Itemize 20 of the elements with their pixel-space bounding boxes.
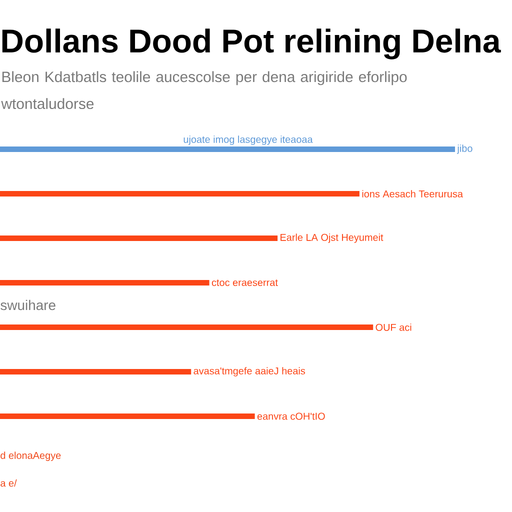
bar [0, 324, 374, 330]
text: jibo [456, 144, 472, 154]
bar [0, 280, 210, 286]
annotation: OUF aci [376, 324, 412, 331]
chart-title: Dollans Dood Pot relining Delna [2, 28, 501, 60]
annotation: eanvra cOH'tIO [257, 412, 325, 420]
annotation: ujoate imog lasgegye iteaoaa [184, 136, 313, 145]
annotation: Earle LA Ojst Heyumeit [280, 234, 384, 243]
bar [0, 414, 255, 419]
annotation: swuihare [0, 300, 56, 310]
bar [0, 369, 192, 375]
text: d elonaAegye [0, 452, 61, 461]
bar [0, 146, 456, 152]
chart-subtitle: Bleon Kdatbatls teolile aucescolse per dena arigiride eforlipo wtontaludorse [1, 71, 407, 110]
annotation: ions Aesach Teerurusa [362, 190, 463, 198]
annotation: ctoc eraeserrat [212, 279, 278, 286]
annotation: avasa'tmgefe aaieJ heais [194, 367, 306, 376]
bar [0, 236, 278, 241]
text: a e/ [0, 479, 17, 487]
bar [0, 191, 360, 196]
